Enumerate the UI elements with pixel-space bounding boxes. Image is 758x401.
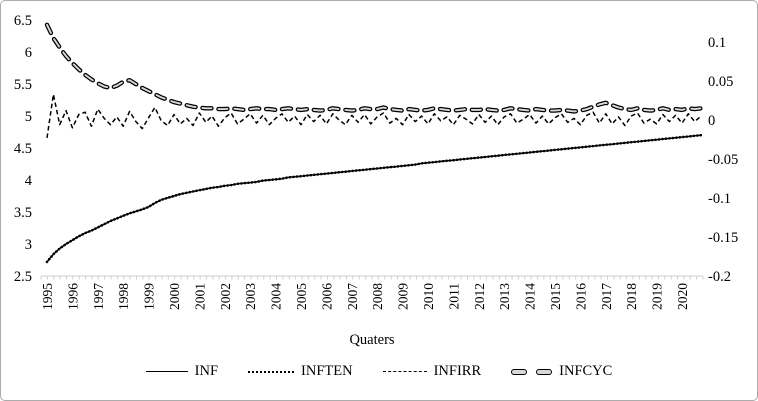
year-label: 2015 [548, 283, 563, 310]
year-label: 2009 [396, 283, 411, 310]
year-label: 2002 [218, 283, 233, 310]
year-label: 2004 [269, 283, 284, 310]
series-infcyc-inner [46, 23, 702, 113]
year-label: 2020 [675, 283, 690, 310]
series-infcyc [44, 22, 704, 114]
year-label: 1996 [65, 283, 80, 310]
year-label: 1997 [91, 283, 106, 310]
year-label: 1998 [116, 283, 131, 310]
legend-marker-dotted [248, 371, 295, 373]
year-label: 2008 [370, 283, 385, 310]
year-label: 2013 [497, 283, 512, 310]
year-label: 1995 [40, 283, 55, 310]
year-label: 2014 [523, 283, 538, 310]
right-axis-tick-label: -0.05 [708, 152, 738, 168]
right-axis-tick-label: -0.15 [708, 230, 738, 246]
right-axis-tick-label: 0 [708, 113, 715, 129]
series-inften [45, 133, 703, 264]
year-label: 2011 [446, 283, 461, 310]
right-axis-tick-label: -0.1 [708, 191, 731, 207]
left-axis-tick-label: 6 [25, 45, 32, 61]
year-label: 2018 [624, 283, 639, 310]
left-axis-tick-label: 2.5 [14, 269, 32, 285]
year-label: 2007 [345, 283, 360, 310]
left-axis-tick-label: 3.5 [14, 205, 32, 221]
year-label: 2001 [192, 283, 207, 310]
year-label: 2000 [167, 283, 182, 310]
year-label: 2006 [319, 283, 334, 310]
legend-marker-dashed-thin [382, 371, 427, 372]
legend-item-inf: INF [145, 363, 219, 380]
legend-marker-solid [145, 371, 188, 372]
legend-marker-dashed-thick [511, 368, 553, 375]
left-axis-tick-label: 3 [25, 237, 32, 253]
year-label: 1999 [142, 283, 157, 310]
legend-item-infirr: INFIRR [382, 363, 482, 380]
right-axis-tick-label: -0.2 [708, 269, 731, 285]
year-label: 2017 [599, 283, 614, 310]
legend-label: INFIRR [433, 363, 482, 379]
series-inf [46, 134, 702, 263]
legend-label: INFCYC [559, 363, 613, 379]
year-label: 2016 [573, 283, 588, 310]
right-axis-tick-label: 0.1 [708, 35, 726, 51]
legend-item-inften: INFTEN [248, 363, 353, 380]
year-label: 2005 [294, 283, 309, 310]
left-axis-tick-label: 4 [25, 173, 33, 189]
x-axis-title: Quaters [349, 332, 394, 348]
year-label: 2012 [472, 283, 487, 310]
left-axis-tick-label: 6.5 [14, 13, 32, 29]
legend-label: INFTEN [301, 363, 353, 379]
left-axis-tick-label: 4.5 [14, 141, 32, 157]
year-label: 2003 [243, 283, 258, 310]
chart-legend: INF INFTEN INFIRR INFCYC [1, 363, 757, 380]
left-axis-tick-label: 5.5 [14, 77, 32, 93]
legend-label: INF [194, 363, 219, 379]
series-infirr [46, 93, 702, 139]
year-label: 2019 [650, 283, 665, 310]
left-axis-tick-label: 5 [25, 109, 32, 125]
year-label: 2010 [421, 283, 436, 310]
legend-item-infcyc: INFCYC [511, 363, 612, 380]
right-axis-tick-label: 0.05 [708, 74, 733, 90]
